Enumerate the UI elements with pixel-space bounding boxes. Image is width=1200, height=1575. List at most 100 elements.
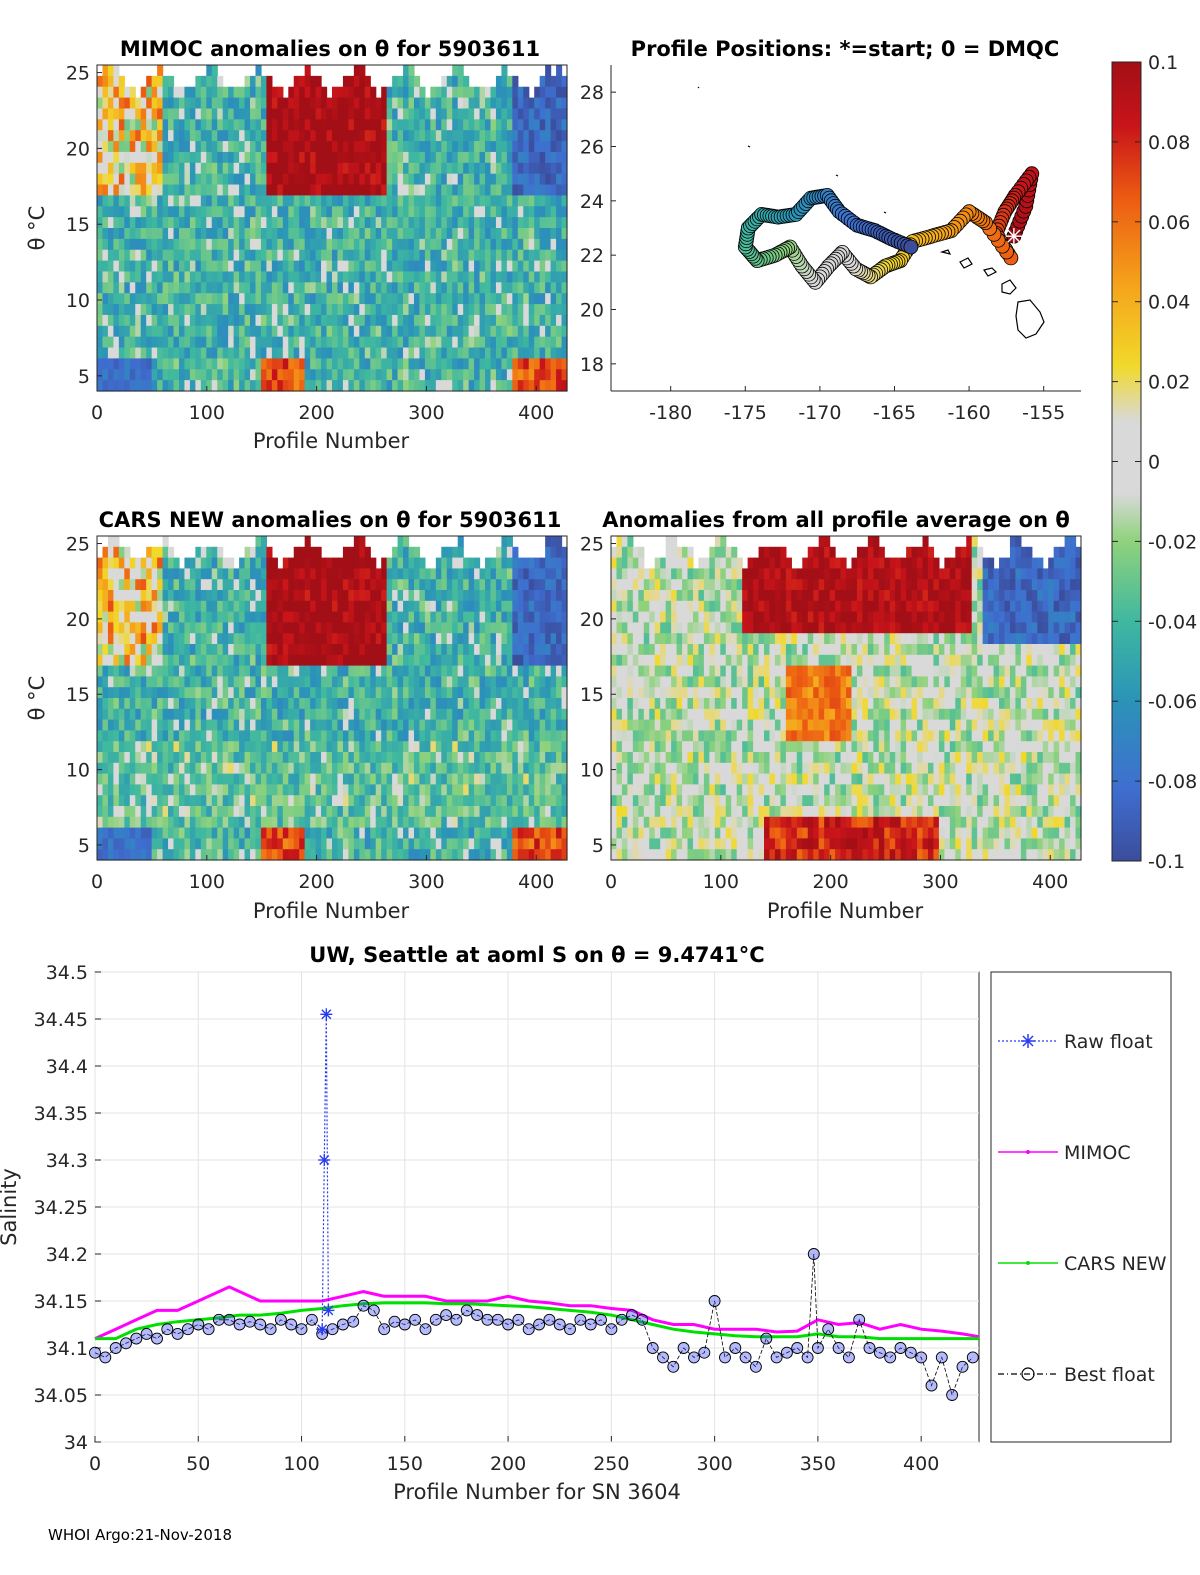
heat-cell (206, 195, 213, 207)
heat-cell (178, 827, 186, 839)
heat-cell (435, 304, 442, 316)
heat-cell (495, 752, 503, 764)
heat-cell (348, 369, 355, 381)
heat-cell (506, 86, 513, 99)
heat-cell (413, 546, 421, 559)
heat-cell (140, 600, 147, 613)
heat-cell (403, 249, 410, 262)
heat-cell (146, 271, 153, 283)
heat-cell (146, 806, 153, 818)
heat-cell (413, 260, 421, 273)
heat-cell (233, 260, 240, 273)
heat-cell (375, 282, 382, 294)
heat-cell (162, 795, 169, 807)
heat-cell (457, 806, 464, 818)
heat-cell (490, 97, 497, 110)
heat-cell (375, 228, 382, 240)
heat-cell (386, 97, 393, 110)
heat-cell (146, 369, 153, 381)
heat-cell (348, 195, 355, 207)
heat-cell (113, 590, 120, 602)
heat-cell (359, 784, 366, 796)
heat-cell (495, 644, 503, 656)
heat-cell (457, 238, 464, 251)
heat-cell (441, 151, 448, 164)
heat-cell (337, 217, 344, 229)
heat-cell (168, 654, 175, 667)
heat-cell (168, 611, 175, 623)
heat-cell (332, 162, 339, 175)
heat-cell (413, 195, 421, 207)
heat-cell (304, 271, 311, 283)
heat-cell (375, 238, 382, 251)
heat-cell (135, 708, 142, 721)
heat-cell (162, 228, 169, 240)
heat-cell (321, 86, 328, 99)
heat-cell (211, 369, 218, 381)
heat-cell (107, 557, 114, 569)
heat-cell (441, 369, 448, 381)
heat-cell (195, 633, 202, 645)
heat-cell (168, 238, 175, 251)
heat-cell (135, 795, 142, 807)
heat-cell (321, 568, 328, 580)
heat-cell (140, 762, 147, 775)
heat-cell (233, 130, 240, 142)
heat-cell (348, 217, 355, 229)
heat-cell (359, 65, 366, 77)
heat-cell (195, 249, 202, 262)
heat-cell (178, 314, 186, 327)
heat-cell (528, 282, 535, 294)
heat-cell (200, 827, 207, 839)
heat-cell (157, 97, 164, 110)
heat-cell (381, 238, 388, 251)
heat-cell (337, 687, 344, 699)
heat-cell (217, 730, 224, 742)
heat-cell (419, 698, 426, 710)
heat-cell (403, 568, 410, 580)
heat-cell (250, 741, 257, 753)
heat-cell (151, 260, 158, 273)
heat-cell (168, 358, 175, 370)
heat-cell (485, 173, 492, 186)
heat-cell (184, 293, 191, 305)
heat-cell (282, 141, 289, 153)
heat-cell (255, 65, 262, 77)
heat-cell (206, 271, 213, 283)
heat-cell (353, 304, 360, 316)
heat-cell (545, 314, 552, 327)
start-asterisk-stroke (1007, 229, 1021, 243)
heat-cell (446, 108, 453, 120)
heat-cell (195, 195, 202, 207)
heat-cell (113, 752, 120, 764)
heat-cell (266, 336, 273, 349)
heat-cell (479, 119, 486, 131)
heat-cell (517, 698, 524, 710)
heat-cell (189, 590, 196, 602)
heat-cell (342, 762, 349, 775)
heat-cell (195, 206, 202, 218)
heat-cell (403, 304, 410, 316)
heat-cell (288, 687, 295, 699)
heat-cell (348, 119, 355, 131)
heat-cell (195, 228, 202, 240)
heat-cell (239, 665, 246, 677)
heat-cell (129, 676, 136, 688)
heat-cell (321, 380, 328, 392)
heat-cell (217, 752, 224, 764)
heat-cell (146, 173, 153, 186)
heat-cell (260, 719, 268, 731)
heat-cell (189, 380, 196, 392)
heat-cell (375, 762, 382, 775)
heat-cell (370, 816, 377, 829)
heat-cell (304, 228, 311, 240)
heat-cell (495, 271, 503, 283)
heat-cell (375, 741, 382, 753)
heat-cell (260, 108, 268, 120)
heat-cell (206, 557, 213, 569)
heat-cell (501, 557, 508, 569)
heat-cell (495, 590, 503, 602)
heat-cell (337, 228, 344, 240)
heat-cell (211, 151, 218, 164)
heat-cell (392, 249, 399, 262)
